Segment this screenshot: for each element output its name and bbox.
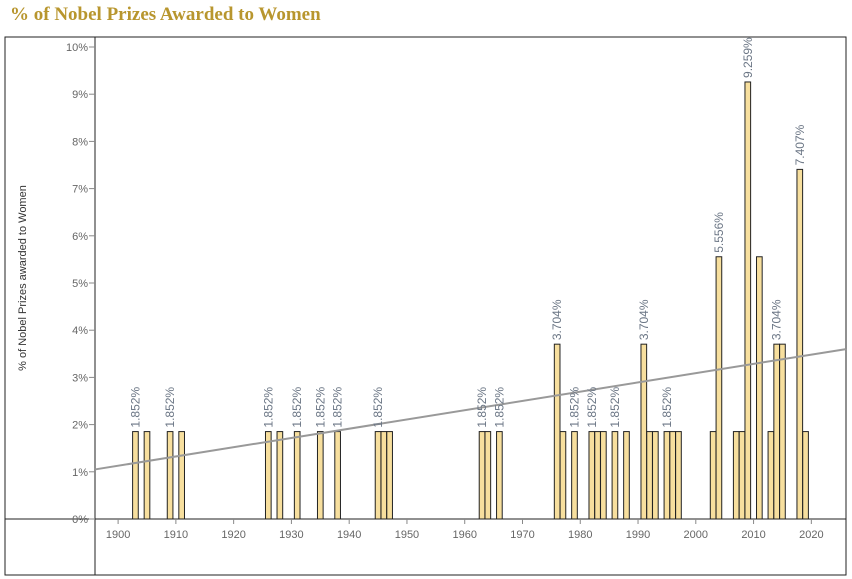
bar (640, 343, 648, 520)
bar-value-label: 1.852% (585, 387, 599, 428)
bar-value-label: 1.852% (128, 387, 142, 428)
bar (744, 81, 752, 520)
x-tick-label: 1970 (510, 529, 534, 541)
x-tick-label: 2020 (799, 529, 823, 541)
bar (484, 431, 492, 520)
y-tick-label: 1% (72, 467, 88, 479)
bar-value-label: 7.407% (793, 124, 807, 165)
bar-value-label: 1.852% (331, 387, 345, 428)
bar-value-label: 1.852% (475, 387, 489, 428)
bar (600, 431, 607, 520)
bar-value-label: 1.852% (313, 387, 327, 428)
bar (767, 431, 775, 520)
bar (652, 431, 659, 520)
y-tick-label: 7% (72, 184, 88, 196)
bar-value-label: 3.704% (550, 299, 564, 340)
bar (779, 343, 786, 520)
bar (738, 431, 746, 520)
x-tick-label: 1930 (279, 529, 303, 541)
y-tick-label: 6% (72, 231, 88, 243)
bar (316, 431, 324, 520)
y-tick-label: 8% (72, 136, 88, 148)
bar (571, 431, 578, 520)
bar (675, 431, 682, 520)
x-tick-label: 2000 (684, 529, 708, 541)
y-axis-title: % of Nobel Prizes awarded to Women (17, 185, 29, 371)
x-tick-label: 1980 (568, 529, 592, 541)
bar (496, 431, 503, 520)
x-tick-label: 1950 (395, 529, 419, 541)
bar (276, 431, 284, 520)
bar (334, 431, 341, 520)
y-tick-label: 4% (72, 325, 88, 337)
bar (796, 168, 804, 520)
x-tick-label: 1920 (221, 529, 245, 541)
bar-value-label: 1.852% (608, 387, 622, 428)
bar-value-label: 9.259% (741, 37, 755, 78)
bar-value-label: 5.556% (712, 212, 726, 253)
bar (143, 431, 151, 520)
bar-value-label: 3.704% (637, 299, 651, 340)
y-tick-label: 2% (72, 420, 88, 432)
bar-value-label: 1.852% (163, 387, 177, 428)
bar (166, 431, 174, 520)
bar (623, 431, 630, 520)
bar (594, 431, 601, 520)
x-tick-label: 1910 (164, 529, 188, 541)
bar (374, 431, 382, 520)
bar (264, 431, 272, 520)
bar (646, 431, 653, 520)
bar (756, 256, 763, 520)
y-tick-label: 10% (66, 42, 88, 54)
bar (386, 431, 393, 520)
bar-value-label: 1.852% (660, 387, 674, 428)
y-tick-label: 0% (72, 514, 88, 526)
frame-border (4, 36, 847, 576)
bar (553, 343, 561, 520)
bar (178, 431, 185, 520)
chart-title: % of Nobel Prizes Awarded to Women (10, 4, 321, 25)
trend-layer (94, 348, 847, 471)
data-labels-layer: 1.852% 1.852% 1.852% 1.852% 1.852% 1.852% 1.85… (128, 37, 806, 428)
trend-line (94, 348, 847, 471)
y-axis-ticks: 0% 1% 2% 3% 4% 5% 6% 7% 8% 9% 10% (66, 42, 95, 526)
x-tick-label: 1940 (337, 529, 361, 541)
y-tick-label: 9% (72, 89, 88, 101)
bar (732, 431, 740, 520)
bar-value-label: 1.852% (290, 387, 304, 428)
bar (802, 431, 809, 520)
bar (478, 431, 486, 520)
bar (669, 431, 677, 520)
bar (293, 431, 301, 520)
x-tick-label: 2010 (741, 529, 765, 541)
bars-layer (132, 81, 809, 520)
bar-value-label: 3.704% (770, 299, 784, 340)
bar (773, 343, 781, 520)
bar (709, 431, 717, 520)
y-tick-label: 3% (72, 372, 88, 384)
bar (380, 431, 388, 520)
x-tick-label: 1990 (626, 529, 650, 541)
bar-value-label: 1.852% (492, 387, 506, 428)
x-tick-label: 1960 (452, 529, 476, 541)
bar (663, 431, 671, 520)
bar-value-label: 1.852% (371, 387, 385, 428)
bar (715, 256, 723, 520)
bar (588, 431, 596, 520)
y-tick-label: 5% (72, 278, 88, 290)
bar (132, 431, 139, 520)
x-axis-ticks: 1900 1910 1920 1930 1940 1950 1960 1970 1980 1990… (106, 519, 824, 541)
bar (559, 431, 567, 520)
x-tick-label: 1900 (106, 529, 130, 541)
bar-value-label: 1.852% (567, 387, 581, 428)
bar (611, 431, 619, 520)
bar-value-label: 1.852% (261, 387, 275, 428)
